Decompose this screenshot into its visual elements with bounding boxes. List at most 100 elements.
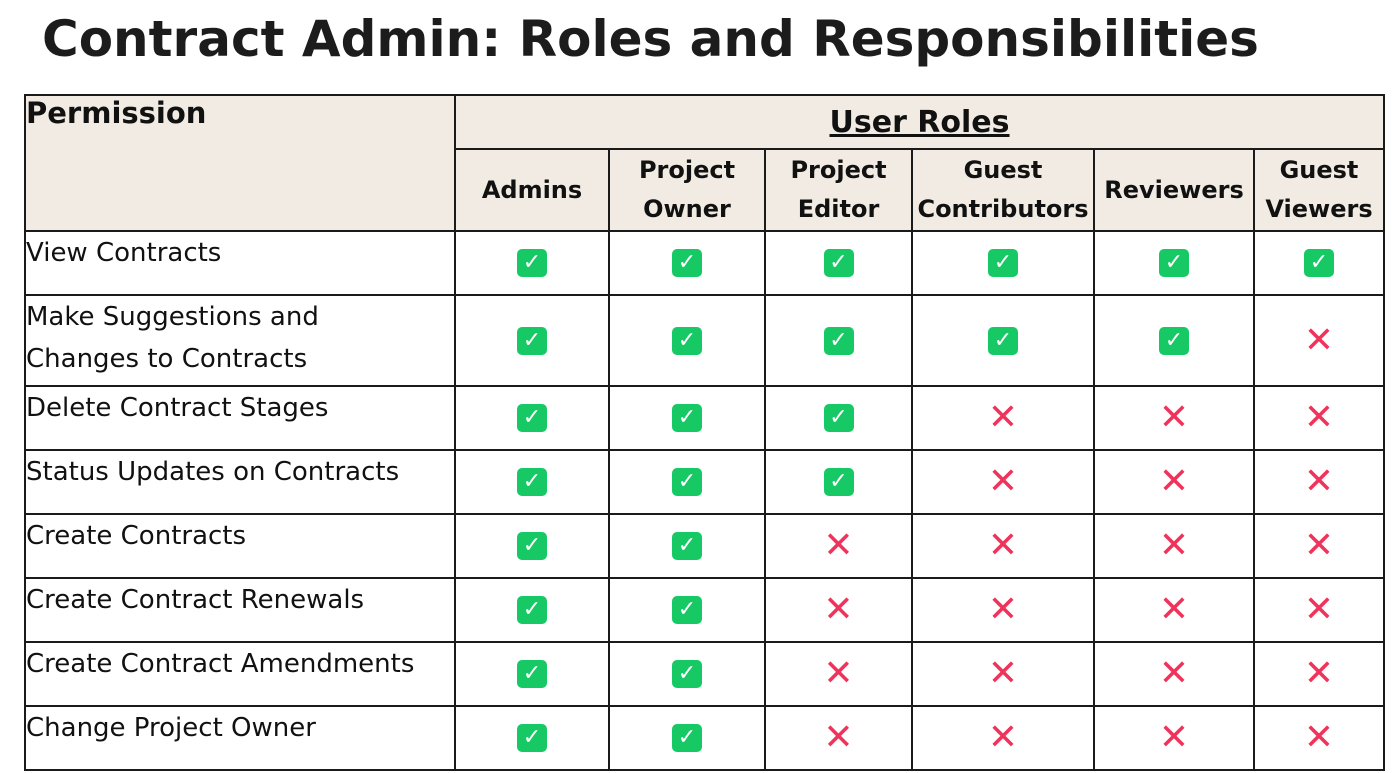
access-cell: ✕: [1093, 641, 1255, 707]
access-cell: ✓: [608, 294, 766, 387]
check-square-icon: ✓: [517, 660, 547, 688]
role-header-admins: Admins: [454, 148, 610, 232]
table-row: Create Contract Renewals ✓ ✓ ✕ ✕ ✕ ✕: [24, 577, 1385, 643]
role-header-guest-viewers: Guest Viewers: [1253, 148, 1385, 232]
check-square-icon: ✓: [517, 532, 547, 560]
access-cell: ✕: [1253, 513, 1385, 579]
cross-icon: ✕: [1303, 319, 1335, 361]
access-cell: ✕: [1093, 449, 1255, 515]
access-cell: ✕: [1253, 577, 1385, 643]
cross-icon: ✕: [987, 717, 1019, 758]
role-header-reviewers: Reviewers: [1093, 148, 1255, 232]
check-square-icon: ✓: [823, 249, 854, 277]
access-cell: ✓: [764, 385, 913, 451]
check-square-icon: ✓: [823, 326, 854, 355]
access-cell: ✓: [608, 577, 766, 643]
permission-label: View Contracts: [24, 230, 456, 296]
permission-label: Change Project Owner: [24, 705, 456, 771]
access-cell: ✓: [454, 385, 610, 451]
permissions-table: Permission User Roles Admins Project Own…: [24, 94, 1385, 771]
access-cell: ✕: [1253, 385, 1385, 451]
access-cell: ✓: [608, 641, 766, 707]
table-row: View Contracts ✓ ✓ ✓ ✓ ✓ ✓: [24, 230, 1385, 296]
check-square-icon: ✓: [517, 326, 547, 355]
check-square-icon: ✓: [823, 404, 854, 432]
cross-icon: ✕: [987, 653, 1019, 694]
cross-icon: ✕: [1158, 397, 1190, 438]
permission-label: Create Contracts: [24, 513, 456, 579]
access-cell: ✕: [764, 513, 913, 579]
access-cell: ✓: [764, 230, 913, 296]
access-cell: ✓: [608, 449, 766, 515]
access-cell: ✓: [454, 513, 610, 579]
cross-icon: ✕: [1158, 589, 1190, 630]
table-row: Delete Contract Stages ✓ ✓ ✓ ✕ ✕ ✕: [24, 385, 1385, 451]
role-header-project-owner: Project Owner: [608, 148, 766, 232]
cross-icon: ✕: [1158, 461, 1190, 502]
access-cell: ✕: [1253, 641, 1385, 707]
check-square-icon: ✓: [823, 468, 854, 496]
access-cell: ✕: [911, 641, 1095, 707]
check-square-icon: ✓: [1159, 326, 1189, 355]
cross-icon: ✕: [987, 525, 1019, 566]
table-row: Change Project Owner ✓ ✓ ✕ ✕ ✕ ✕: [24, 705, 1385, 771]
check-square-icon: ✓: [517, 596, 547, 624]
table-row: Status Updates on Contracts ✓ ✓ ✓ ✕ ✕ ✕: [24, 449, 1385, 515]
cross-icon: ✕: [1303, 589, 1335, 630]
user-roles-header: User Roles: [454, 94, 1385, 150]
access-cell: ✓: [1093, 294, 1255, 387]
cross-icon: ✕: [1303, 461, 1335, 502]
cross-icon: ✕: [1303, 653, 1335, 694]
access-cell: ✓: [454, 449, 610, 515]
access-cell: ✕: [1093, 577, 1255, 643]
check-square-icon: ✓: [1304, 249, 1334, 277]
access-cell: ✕: [1093, 513, 1255, 579]
access-cell: ✕: [764, 705, 913, 771]
cross-icon: ✕: [823, 589, 854, 630]
permission-label: Delete Contract Stages: [24, 385, 456, 451]
check-square-icon: ✓: [1159, 249, 1189, 277]
access-cell: ✕: [1253, 705, 1385, 771]
cross-icon: ✕: [1158, 653, 1190, 694]
role-header-project-editor: Project Editor: [764, 148, 913, 232]
access-cell: ✓: [764, 449, 913, 515]
access-cell: ✕: [1093, 385, 1255, 451]
cross-icon: ✕: [823, 653, 854, 694]
cross-icon: ✕: [987, 589, 1019, 630]
cross-icon: ✕: [1158, 717, 1190, 758]
table-row: Create Contracts ✓ ✓ ✕ ✕ ✕ ✕: [24, 513, 1385, 579]
access-cell: ✓: [608, 513, 766, 579]
access-cell: ✓: [764, 294, 913, 387]
access-cell: ✓: [454, 230, 610, 296]
permissions-body: View Contracts ✓ ✓ ✓ ✓ ✓ ✓ Make Suggestions and…: [24, 230, 1385, 771]
access-cell: ✕: [764, 577, 913, 643]
role-header-guest-contributors: Guest Contributors: [911, 148, 1095, 232]
cross-icon: ✕: [1303, 717, 1335, 758]
table-row: Create Contract Amendments ✓ ✓ ✕ ✕ ✕ ✕: [24, 641, 1385, 707]
table-row: Make Suggestions and Changes to Contract…: [24, 294, 1385, 387]
access-cell: ✕: [1093, 705, 1255, 771]
check-square-icon: ✓: [672, 532, 702, 560]
cross-icon: ✕: [1303, 397, 1335, 438]
access-cell: ✓: [608, 230, 766, 296]
access-cell: ✕: [911, 449, 1095, 515]
check-square-icon: ✓: [672, 249, 702, 277]
check-square-icon: ✓: [672, 468, 702, 496]
access-cell: ✕: [1253, 449, 1385, 515]
cross-icon: ✕: [987, 461, 1019, 502]
check-square-icon: ✓: [517, 249, 547, 277]
check-square-icon: ✓: [988, 326, 1018, 355]
check-square-icon: ✓: [672, 660, 702, 688]
cross-icon: ✕: [1158, 525, 1190, 566]
check-square-icon: ✓: [517, 404, 547, 432]
check-square-icon: ✓: [672, 326, 702, 355]
access-cell: ✓: [608, 705, 766, 771]
permission-label: Status Updates on Contracts: [24, 449, 456, 515]
access-cell: ✕: [1253, 294, 1385, 387]
check-square-icon: ✓: [517, 724, 547, 752]
permission-header: Permission: [24, 94, 456, 232]
permission-label: Create Contract Renewals: [24, 577, 456, 643]
access-cell: ✕: [911, 385, 1095, 451]
access-cell: ✕: [911, 513, 1095, 579]
access-cell: ✕: [764, 641, 913, 707]
